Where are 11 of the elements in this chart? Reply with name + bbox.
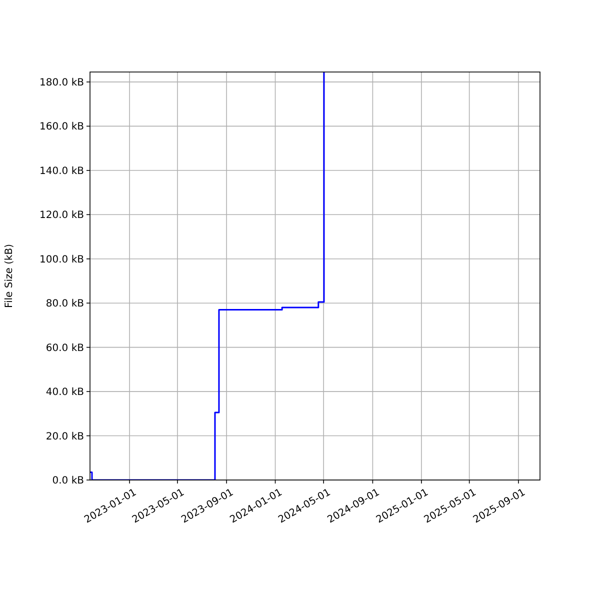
y-tick-label: 160.0 kB (40, 122, 84, 133)
y-tick-label: 40.0 kB (46, 387, 84, 398)
y-tick-label: 0.0 kB (52, 476, 84, 486)
y-tick-label: 180.0 kB (40, 77, 84, 88)
y-tick-label: 120.0 kB (40, 210, 84, 222)
y-tick-label: 140.0 kB (40, 166, 84, 177)
y-axis-title: File Size (kB) (4, 244, 15, 308)
y-tick-label: 100.0 kB (40, 254, 84, 266)
y-tick-label: 60.0 kB (46, 342, 84, 354)
y-tick-label: 20.0 kB (46, 431, 84, 442)
y-tick-label: 80.0 kB (46, 298, 84, 310)
